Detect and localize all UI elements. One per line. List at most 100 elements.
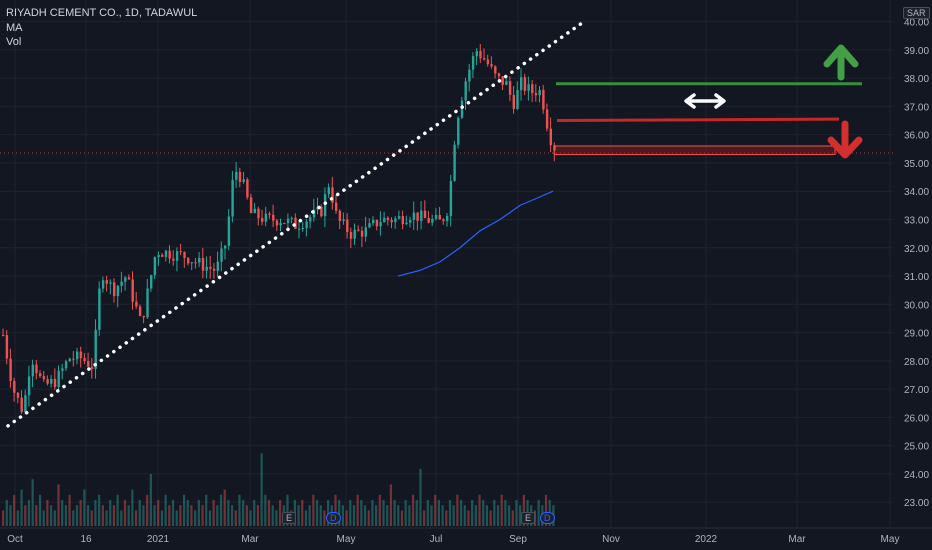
volume-bar [201, 505, 204, 526]
ma-indicator-label[interactable]: MA [6, 22, 23, 34]
y-tick-label: 36.00 [904, 131, 929, 142]
candle-body [220, 248, 223, 262]
volume-bar [504, 500, 507, 526]
candle-body [298, 228, 301, 230]
currency-badge: SAR [903, 7, 930, 19]
earnings-marker-2[interactable]: E [521, 512, 536, 524]
candle-body [157, 254, 160, 258]
volume-bar [157, 500, 160, 526]
candle-body [201, 257, 205, 271]
candle-body [224, 245, 227, 249]
candle-body [257, 208, 260, 219]
volume-bar [105, 510, 108, 526]
volume-bar [367, 510, 370, 526]
volume-bar [24, 505, 27, 526]
arrow-drawings [684, 44, 863, 159]
candle-body [471, 56, 475, 70]
volume-bar [419, 468, 422, 526]
candle-body [405, 222, 408, 225]
volume-bar [245, 505, 248, 526]
volume-bar [519, 505, 522, 526]
volume-bar [68, 494, 71, 526]
volume-bar [459, 500, 463, 526]
candle-body [98, 288, 101, 330]
volume-bar [400, 510, 404, 526]
candle-body [379, 222, 382, 227]
candle-body [198, 257, 201, 263]
candle-body [527, 84, 530, 91]
candle-body [79, 351, 83, 359]
volume-bar [75, 505, 79, 526]
candle-body [120, 281, 123, 286]
candle-body [512, 94, 515, 109]
volume-bar [216, 505, 219, 526]
volume-bar [441, 505, 444, 526]
candle-body [305, 221, 308, 229]
candle-body [446, 215, 449, 222]
volume-bar [86, 505, 90, 526]
volume-bar [186, 500, 189, 526]
volume-bar [478, 494, 481, 526]
candle-body [372, 220, 375, 224]
candle-body [35, 364, 38, 374]
candle-body [109, 282, 112, 284]
candle-body [301, 228, 305, 230]
candle-body [323, 194, 327, 217]
volume-indicator-label[interactable]: Vol [6, 36, 22, 48]
volume-bar [430, 505, 433, 526]
candle-body [150, 275, 153, 289]
dividend-marker[interactable]: D [326, 512, 341, 524]
candle-body [212, 268, 216, 271]
volume-bar [42, 510, 45, 526]
volume-bar [389, 484, 392, 526]
y-tick-label: 39.00 [904, 46, 929, 57]
candle-body [286, 218, 290, 224]
volume-bar [408, 505, 411, 526]
volume-bar [448, 500, 452, 526]
candle-body [16, 392, 20, 398]
dividend-marker-2[interactable]: D [540, 512, 555, 524]
volume-bar [304, 510, 308, 526]
trendline-group [6, 19, 586, 428]
ma-line [397, 190, 554, 277]
volume-bar [352, 505, 356, 526]
candle-body [479, 51, 482, 59]
volume-bar [57, 484, 60, 526]
volume-bar [493, 500, 496, 526]
volume-bar [286, 494, 289, 526]
earnings-marker[interactable]: E [282, 512, 297, 524]
candle-body [438, 215, 441, 220]
volume-bar [522, 494, 525, 526]
volume-bar [5, 500, 8, 526]
candle-body [368, 223, 371, 228]
price-axis[interactable]: 23.00 24.00 25.00 26.00 27.00 28.00 29.00 30.00… [904, 18, 929, 510]
candle-body [238, 171, 242, 182]
candle-body [272, 214, 275, 221]
candle-body [434, 215, 438, 219]
candle-body [20, 397, 23, 413]
candle-body [235, 171, 238, 180]
volume-bar [445, 510, 448, 526]
candle-body [464, 81, 467, 101]
candle-body [68, 358, 71, 362]
volume-bar [253, 500, 256, 526]
time-axis[interactable]: Oct 16 2021 Mar May Jul Sep Nov 2022 Mar May [0, 527, 932, 545]
candle-body [39, 373, 42, 377]
candle-body [360, 230, 364, 237]
volume-bar [16, 510, 19, 526]
candle-body [409, 220, 412, 223]
volume-bar [138, 500, 141, 526]
candle-body [90, 366, 94, 369]
y-tick-label: 27.00 [904, 385, 929, 396]
candle-body [153, 257, 157, 276]
volume-bar [153, 505, 156, 526]
candle-body [172, 258, 175, 261]
candle-body [175, 251, 179, 261]
arrow-horizontal-icon [684, 93, 726, 109]
volume-bar [160, 510, 164, 526]
candle-body [9, 358, 12, 381]
y-tick-label: 29.00 [904, 329, 929, 340]
volume-bar [20, 489, 23, 526]
candle-body [346, 219, 349, 233]
